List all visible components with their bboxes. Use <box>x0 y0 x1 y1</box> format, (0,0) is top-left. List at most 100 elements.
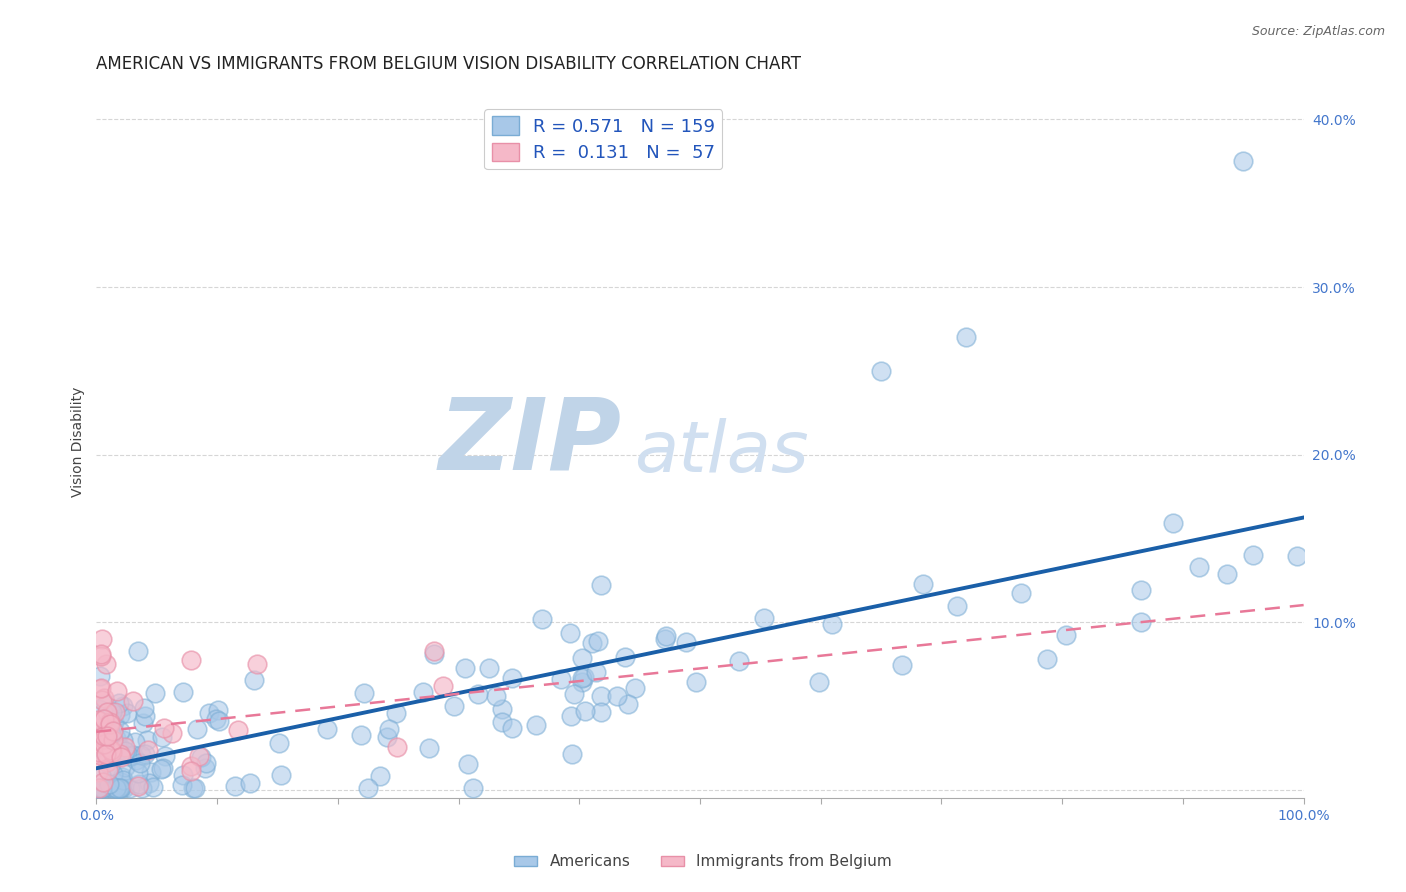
Point <box>100 742 122 756</box>
Point <box>186 722 208 736</box>
Point <box>412 685 434 699</box>
Point <box>134 709 156 723</box>
Point <box>87 781 110 796</box>
Point <box>316 722 339 736</box>
Point <box>152 761 174 775</box>
Point <box>114 744 136 758</box>
Point <box>98 777 121 791</box>
Point <box>574 704 596 718</box>
Point <box>243 673 266 687</box>
Point <box>94 697 117 711</box>
Point <box>108 696 131 710</box>
Point <box>150 730 173 744</box>
Point <box>501 671 523 685</box>
Point <box>589 690 612 704</box>
Point <box>132 701 155 715</box>
Point <box>129 756 152 771</box>
Point <box>129 747 152 762</box>
Point <box>98 720 121 734</box>
Point <box>1010 586 1032 600</box>
Point <box>198 706 221 720</box>
Point <box>93 712 115 726</box>
Point <box>239 776 262 790</box>
Point <box>180 653 202 667</box>
Point <box>562 687 585 701</box>
Point <box>97 781 120 796</box>
Point <box>108 747 131 761</box>
Point <box>112 699 135 714</box>
Point <box>353 686 375 700</box>
Point <box>181 781 204 796</box>
Point <box>107 781 129 796</box>
Point <box>457 756 479 771</box>
Point <box>585 665 607 680</box>
Point <box>571 671 593 685</box>
Point <box>357 781 380 796</box>
Point <box>87 745 110 759</box>
Point <box>89 738 111 752</box>
Point <box>131 781 153 796</box>
Point <box>491 714 513 729</box>
Point <box>752 610 775 624</box>
Point <box>101 746 124 760</box>
Point <box>135 733 157 747</box>
Point <box>110 775 132 789</box>
Point <box>87 764 110 779</box>
Point <box>90 727 112 741</box>
Point <box>891 658 914 673</box>
Point <box>98 716 121 731</box>
Point <box>108 707 131 722</box>
Point <box>89 682 111 697</box>
Point <box>184 781 207 796</box>
Point <box>107 781 129 796</box>
Point <box>127 779 149 793</box>
Point <box>946 599 969 614</box>
Point <box>104 781 127 796</box>
Point <box>581 636 603 650</box>
Point <box>100 726 122 740</box>
Point <box>101 781 124 796</box>
Point <box>912 577 935 591</box>
Point <box>128 777 150 791</box>
Text: Source: ZipAtlas.com: Source: ZipAtlas.com <box>1251 25 1385 38</box>
Text: atlas: atlas <box>634 418 808 487</box>
Point <box>654 632 676 647</box>
Point <box>142 780 165 794</box>
Point <box>93 745 115 759</box>
Point <box>727 654 749 668</box>
Point <box>387 739 409 754</box>
Point <box>100 705 122 719</box>
Point <box>443 699 465 714</box>
Point <box>94 657 117 672</box>
Point <box>104 749 127 764</box>
Point <box>101 781 124 796</box>
Point <box>491 702 513 716</box>
Point <box>477 660 499 674</box>
Point <box>96 747 118 761</box>
Point <box>103 715 125 730</box>
Point <box>96 756 118 770</box>
Point <box>87 781 110 796</box>
Point <box>172 684 194 698</box>
Point <box>524 718 547 732</box>
Point <box>955 330 977 344</box>
Point <box>377 731 399 745</box>
Legend: Americans, Immigrants from Belgium: Americans, Immigrants from Belgium <box>508 848 898 875</box>
Point <box>153 749 176 764</box>
Point <box>91 774 114 789</box>
Point <box>121 748 143 763</box>
Point <box>127 765 149 780</box>
Point <box>101 767 124 781</box>
Point <box>97 736 120 750</box>
Point <box>1036 651 1059 665</box>
Point <box>574 670 596 684</box>
Point <box>808 675 831 690</box>
Point <box>617 697 640 711</box>
Point <box>105 781 128 796</box>
Point <box>98 747 121 762</box>
Point <box>614 650 637 665</box>
Point <box>103 732 125 747</box>
Point <box>269 736 291 750</box>
Point <box>591 578 613 592</box>
Point <box>561 747 583 761</box>
